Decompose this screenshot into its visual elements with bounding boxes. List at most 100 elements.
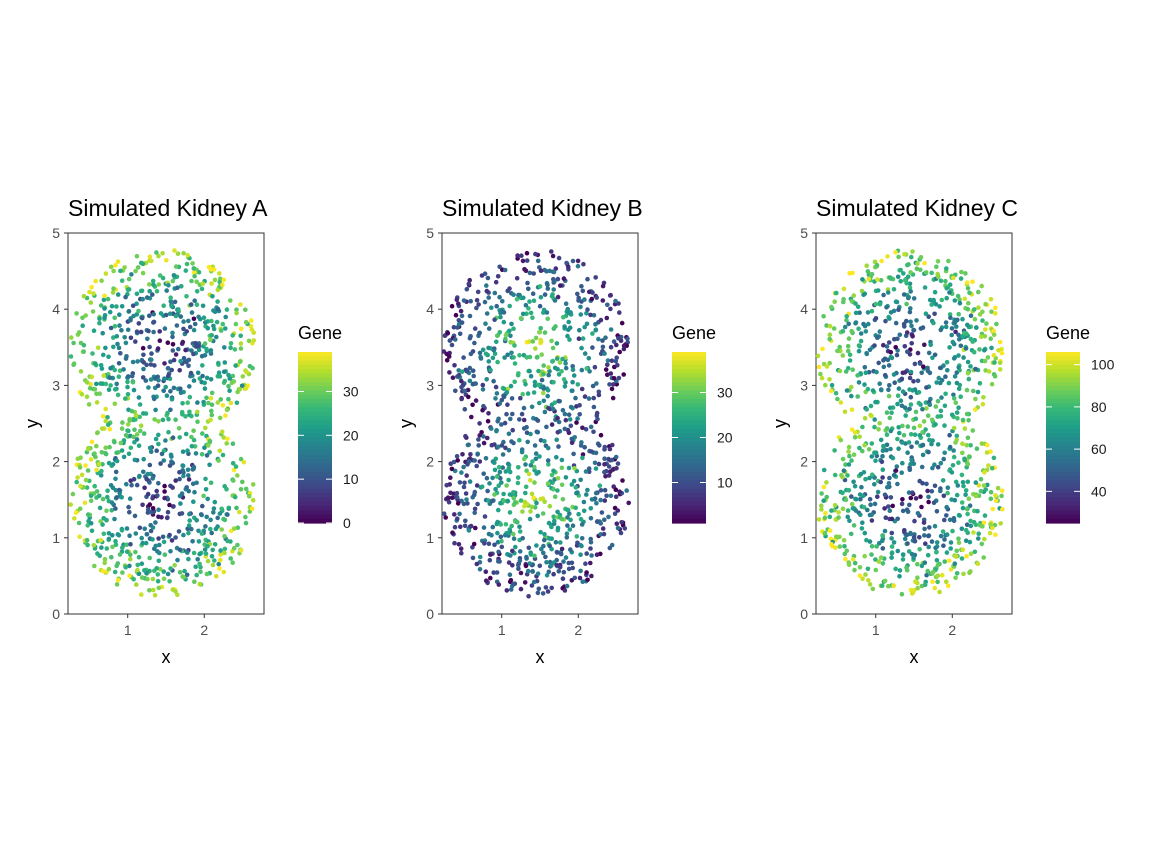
data-point [97,320,102,326]
colorbar-segment [672,467,706,473]
data-point [238,487,244,492]
data-point [210,562,216,568]
data-point [178,386,183,392]
data-point [208,351,214,356]
data-point [168,389,173,394]
data-point [90,309,96,314]
data-point [873,301,879,307]
colorbar-segment [1046,403,1080,409]
y-tick-label: 4 [52,301,60,317]
colorbar-segment [672,428,706,434]
data-point [128,335,134,341]
data-point [840,490,845,496]
data-point [134,432,140,437]
data-point [997,339,1003,345]
data-point [594,295,599,300]
data-point [486,345,491,351]
data-point [910,334,915,339]
data-point [516,562,521,568]
data-point [173,478,178,483]
data-point [540,591,546,596]
data-point [556,255,562,261]
data-point [938,380,943,386]
data-point [863,370,869,376]
data-point [151,396,157,402]
data-point [114,304,119,309]
data-point [510,563,515,568]
data-point [453,388,458,394]
data-point [911,587,917,593]
colorbar-segment [1046,356,1080,362]
colorbar-segment [298,518,332,524]
data-point [192,298,197,304]
data-point [944,513,949,518]
data-point [939,395,944,400]
data-point [486,498,491,503]
data-point [941,543,946,548]
data-point [445,331,451,336]
data-point [169,303,174,309]
data-point [559,465,565,471]
colorbar-segment [1046,514,1080,520]
data-point [459,396,464,402]
data-point [549,293,555,299]
data-point [575,258,581,264]
data-point [139,535,144,541]
data-point [902,324,907,329]
data-point [123,340,129,346]
data-point [966,376,972,382]
data-point [957,297,962,302]
data-point [189,526,194,532]
data-point [965,285,971,291]
data-point [107,309,113,315]
data-point [210,294,215,299]
data-point [170,348,176,353]
data-point [954,410,960,415]
data-point [113,542,119,547]
data-point [517,353,522,358]
data-point [213,526,219,532]
data-point [902,344,908,349]
data-point [229,380,235,386]
data-point [583,427,589,432]
data-point [841,538,847,543]
data-point [162,495,167,501]
data-point [560,497,566,502]
data-point [524,556,529,561]
data-point [867,475,872,481]
data-point [589,573,594,579]
data-point [579,522,585,527]
data-point [101,352,106,358]
data-point [249,318,254,323]
data-point [449,466,455,472]
data-point [569,560,575,566]
data-point [555,476,561,481]
data-point [477,459,483,464]
data-point [192,321,198,327]
data-point [944,266,949,271]
data-point [561,377,567,382]
data-point [584,551,589,556]
data-point [533,456,539,462]
data-point [156,419,161,424]
data-point [974,446,980,452]
colorbar-segment [672,381,706,387]
data-point [986,369,992,374]
data-point [922,582,928,588]
data-point [130,359,136,365]
data-point [861,292,866,298]
data-point [106,354,111,360]
data-point [600,338,605,343]
data-point [956,365,961,370]
data-point [866,276,872,282]
data-point [493,279,499,285]
data-point [100,330,105,336]
data-point [873,458,878,464]
data-point [472,340,477,346]
data-point [949,326,955,331]
data-point [147,588,152,593]
data-point [167,579,172,584]
data-point [465,387,471,393]
data-point [124,481,129,487]
data-point [171,357,177,363]
